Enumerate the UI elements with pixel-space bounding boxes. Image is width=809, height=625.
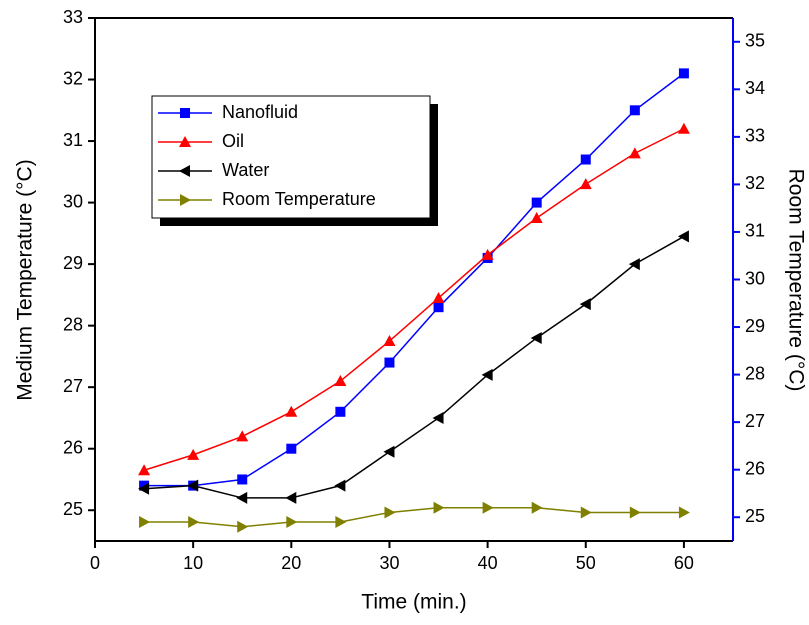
data-point <box>629 105 640 116</box>
data-point <box>531 501 543 514</box>
data-point <box>579 178 592 190</box>
x-tick-label: 40 <box>478 553 498 573</box>
x-axis-label: Time (min.) <box>361 591 466 614</box>
data-point <box>432 411 444 424</box>
x-tick-label: 0 <box>90 553 100 573</box>
legend-marker <box>179 165 190 177</box>
data-point <box>628 258 640 271</box>
y2-axis-label: Room Temperature (°C) <box>784 169 807 392</box>
data-point <box>580 506 592 519</box>
legend-label: Nanofluid <box>222 102 298 122</box>
y2-tick-label: 28 <box>745 363 765 383</box>
data-point <box>530 211 543 223</box>
y2-tick-label: 33 <box>745 126 765 146</box>
data-point <box>531 197 542 208</box>
data-point <box>579 298 591 311</box>
data-point <box>335 515 347 528</box>
y2-tick-label: 27 <box>745 411 765 431</box>
data-point <box>138 464 151 476</box>
y2-tick-label: 26 <box>745 458 765 478</box>
data-point <box>286 515 298 528</box>
data-point <box>188 515 200 528</box>
y-axis-label: Medium Temperature (°C) <box>14 159 37 400</box>
y-tick-label: 33 <box>63 7 83 27</box>
data-point <box>334 375 347 387</box>
data-point <box>530 331 542 344</box>
data-point <box>481 248 494 260</box>
legend-label: Oil <box>222 131 244 151</box>
data-point <box>629 506 641 519</box>
y-tick-label: 25 <box>63 499 83 519</box>
legend-label: Water <box>222 160 269 180</box>
y-tick-label: 29 <box>63 253 83 273</box>
data-point <box>677 122 690 134</box>
x-tick-label: 10 <box>183 553 203 573</box>
data-point <box>236 430 249 442</box>
data-point <box>481 368 493 381</box>
y2-tick-label: 25 <box>745 506 765 526</box>
data-point <box>383 335 396 347</box>
series-line <box>144 72 685 487</box>
data-point <box>237 474 248 485</box>
data-point <box>334 479 346 492</box>
data-point <box>677 230 689 243</box>
data-point <box>433 302 444 313</box>
y-tick-label: 27 <box>63 376 83 396</box>
data-point <box>384 506 396 519</box>
data-point <box>678 68 689 79</box>
data-point <box>187 479 199 492</box>
y-tick-label: 26 <box>63 437 83 457</box>
y2-tick-label: 31 <box>745 221 765 241</box>
data-point <box>678 506 690 519</box>
y2-tick-label: 34 <box>745 78 765 98</box>
legend-marker <box>179 136 191 147</box>
data-point <box>433 501 445 514</box>
data-point <box>482 501 494 514</box>
series-line <box>144 235 685 499</box>
x-tick-label: 30 <box>379 553 399 573</box>
series-line <box>144 506 684 528</box>
y2-tick-label: 32 <box>745 173 765 193</box>
x-tick-label: 20 <box>281 553 301 573</box>
data-point <box>138 482 150 495</box>
y2-tick-label: 29 <box>745 316 765 336</box>
legend <box>151 95 431 219</box>
data-point <box>628 147 641 159</box>
y2-tick-label: 30 <box>745 268 765 288</box>
data-point <box>285 491 297 504</box>
data-point <box>285 405 298 417</box>
x-tick-label: 60 <box>674 553 694 573</box>
data-point <box>237 520 249 533</box>
data-point <box>383 445 395 458</box>
data-point <box>236 491 248 504</box>
data-point <box>432 291 445 303</box>
legend-marker <box>180 194 191 206</box>
y-tick-label: 31 <box>63 130 83 150</box>
data-point <box>139 515 151 528</box>
legend-marker <box>180 108 190 118</box>
data-point <box>187 448 200 460</box>
y2-tick-label: 35 <box>745 31 765 51</box>
data-point <box>580 154 591 165</box>
y-tick-label: 28 <box>63 314 83 334</box>
data-point <box>335 406 346 417</box>
data-point <box>286 443 297 454</box>
x-tick-label: 50 <box>576 553 596 573</box>
legend-label: Room Temperature <box>222 189 376 209</box>
series-line <box>143 128 685 471</box>
data-point <box>384 357 395 368</box>
y-tick-label: 30 <box>63 191 83 211</box>
y-tick-label: 32 <box>63 68 83 88</box>
